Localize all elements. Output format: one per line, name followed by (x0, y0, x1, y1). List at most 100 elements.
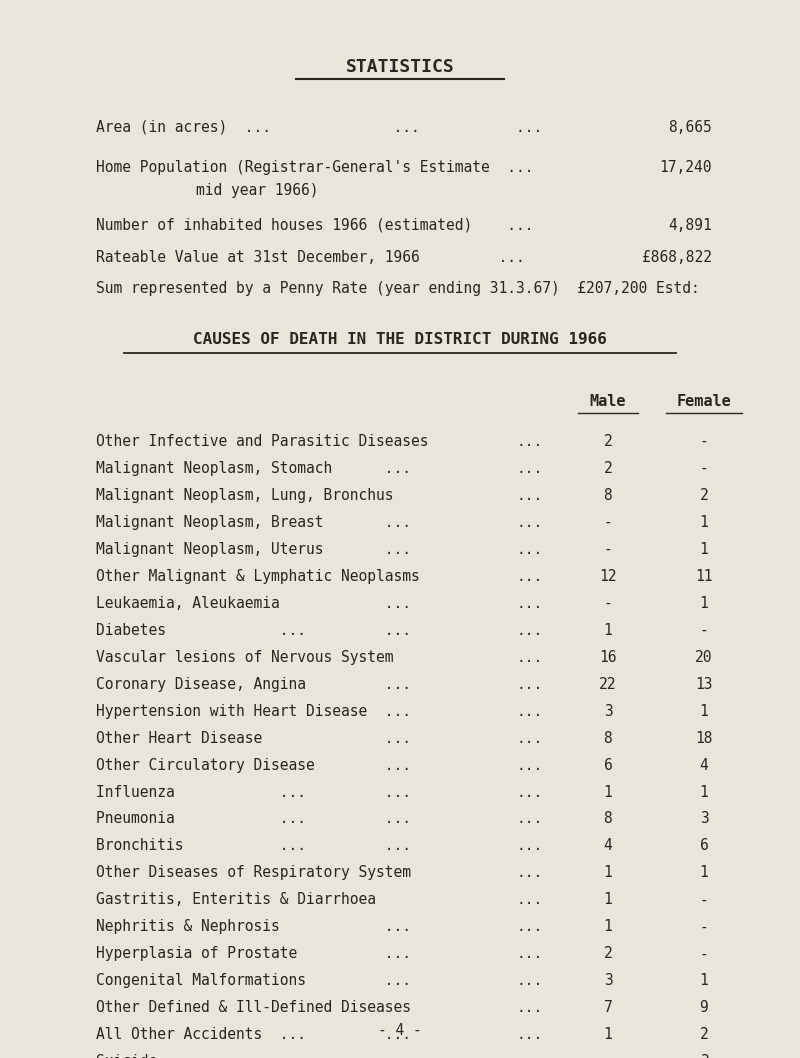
Text: -: - (604, 1055, 612, 1058)
Text: ...: ... (516, 865, 542, 880)
Text: ...: ... (516, 569, 542, 584)
Text: Other Diseases of Respiratory System: Other Diseases of Respiratory System (96, 865, 411, 880)
Text: 1: 1 (700, 515, 708, 530)
Text: ...: ... (516, 1001, 542, 1016)
Text: -: - (604, 596, 612, 610)
Text: Pneumonia            ...         ...: Pneumonia ... ... (96, 811, 411, 826)
Text: -: - (700, 893, 708, 908)
Text: ...: ... (516, 811, 542, 826)
Text: 2: 2 (604, 947, 612, 962)
Text: 18: 18 (695, 731, 713, 746)
Text: 9: 9 (700, 1001, 708, 1016)
Text: Nephritis & Nephrosis            ...: Nephritis & Nephrosis ... (96, 919, 411, 934)
Text: Other Malignant & Lymphatic Neoplasms: Other Malignant & Lymphatic Neoplasms (96, 569, 420, 584)
Text: ...: ... (516, 542, 542, 557)
Text: -: - (700, 919, 708, 934)
Text: Malignant Neoplasm, Stomach      ...: Malignant Neoplasm, Stomach ... (96, 461, 411, 476)
Text: Congenital Malformations         ...: Congenital Malformations ... (96, 973, 411, 988)
Text: Hyperplasia of Prostate          ...: Hyperplasia of Prostate ... (96, 947, 411, 962)
Text: 1: 1 (700, 596, 708, 610)
Text: Sum represented by a Penny Rate (year ending 31.3.67)  £207,200 Estd:: Sum represented by a Penny Rate (year en… (96, 281, 700, 296)
Text: 1: 1 (700, 785, 708, 800)
Text: -: - (700, 623, 708, 638)
Text: 3: 3 (700, 811, 708, 826)
Text: Leukaemia, Aleukaemia            ...: Leukaemia, Aleukaemia ... (96, 596, 411, 610)
Text: 1: 1 (700, 704, 708, 718)
Text: Influenza            ...         ...: Influenza ... ... (96, 785, 411, 800)
Text: 22: 22 (599, 677, 617, 692)
Text: Malignant Neoplasm, Uterus       ...: Malignant Neoplasm, Uterus ... (96, 542, 411, 557)
Text: ...: ... (516, 461, 542, 476)
Text: 1: 1 (604, 623, 612, 638)
Text: 8: 8 (604, 488, 612, 503)
Text: 11: 11 (695, 569, 713, 584)
Text: All Other Accidents  ...         ...: All Other Accidents ... ... (96, 1027, 411, 1042)
Text: -: - (700, 434, 708, 449)
Text: ...: ... (516, 785, 542, 800)
Text: 2: 2 (700, 488, 708, 503)
Text: 2: 2 (604, 434, 612, 449)
Text: 3: 3 (604, 973, 612, 988)
Text: ...: ... (516, 758, 542, 772)
Text: 4,891: 4,891 (668, 218, 712, 233)
Text: 2: 2 (604, 461, 612, 476)
Text: ...: ... (516, 1027, 542, 1042)
Text: 1: 1 (604, 919, 612, 934)
Text: 8,665: 8,665 (668, 120, 712, 134)
Text: 7: 7 (604, 1001, 612, 1016)
Text: Gastritis, Enteritis & Diarrhoea: Gastritis, Enteritis & Diarrhoea (96, 893, 376, 908)
Text: ...: ... (516, 947, 542, 962)
Text: 1: 1 (700, 865, 708, 880)
Text: STATISTICS: STATISTICS (346, 58, 454, 76)
Text: 8: 8 (604, 731, 612, 746)
Text: ...: ... (516, 623, 542, 638)
Text: £868,822: £868,822 (642, 250, 712, 264)
Text: ...: ... (516, 677, 542, 692)
Text: ...: ... (516, 515, 542, 530)
Text: -: - (604, 515, 612, 530)
Text: -: - (604, 542, 612, 557)
Text: 4: 4 (700, 758, 708, 772)
Text: Home Population (Registrar-General's Estimate  ...: Home Population (Registrar-General's Est… (96, 160, 534, 175)
Text: Rateable Value at 31st December, 1966         ...: Rateable Value at 31st December, 1966 ..… (96, 250, 525, 264)
Text: Coronary Disease, Angina         ...: Coronary Disease, Angina ... (96, 677, 411, 692)
Text: Other Heart Disease              ...: Other Heart Disease ... (96, 731, 411, 746)
Text: ...: ... (516, 434, 542, 449)
Text: mid year 1966): mid year 1966) (196, 183, 318, 198)
Text: Female: Female (677, 394, 731, 408)
Text: ...: ... (516, 1055, 542, 1058)
Text: Number of inhabited houses 1966 (estimated)    ...: Number of inhabited houses 1966 (estimat… (96, 218, 534, 233)
Text: CAUSES OF DEATH IN THE DISTRICT DURING 1966: CAUSES OF DEATH IN THE DISTRICT DURING 1… (193, 332, 607, 347)
Text: Other Defined & Ill-Defined Diseases: Other Defined & Ill-Defined Diseases (96, 1001, 411, 1016)
Text: Diabetes             ...         ...: Diabetes ... ... (96, 623, 411, 638)
Text: Vascular lesions of Nervous System: Vascular lesions of Nervous System (96, 650, 394, 664)
Text: ...: ... (516, 596, 542, 610)
Text: ...: ... (516, 839, 542, 854)
Text: ...: ... (516, 731, 542, 746)
Text: Area (in acres)  ...              ...           ...: Area (in acres) ... ... ... (96, 120, 542, 134)
Text: 1: 1 (604, 865, 612, 880)
Text: ...: ... (516, 488, 542, 503)
Text: Other Infective and Parasitic Diseases: Other Infective and Parasitic Diseases (96, 434, 429, 449)
Text: Bronchitis           ...         ...: Bronchitis ... ... (96, 839, 411, 854)
Text: Malignant Neoplasm, Breast       ...: Malignant Neoplasm, Breast ... (96, 515, 411, 530)
Text: 1: 1 (700, 973, 708, 988)
Text: ...: ... (516, 893, 542, 908)
Text: 4: 4 (604, 839, 612, 854)
Text: Other Circulatory Disease        ...: Other Circulatory Disease ... (96, 758, 411, 772)
Text: Hypertension with Heart Disease  ...: Hypertension with Heart Disease ... (96, 704, 411, 718)
Text: ...: ... (516, 704, 542, 718)
Text: 1: 1 (700, 542, 708, 557)
Text: 1: 1 (604, 1027, 612, 1042)
Text: 13: 13 (695, 677, 713, 692)
Text: 6: 6 (700, 839, 708, 854)
Text: 12: 12 (599, 569, 617, 584)
Text: 17,240: 17,240 (659, 160, 712, 175)
Text: Suicide              ...         ...: Suicide ... ... (96, 1055, 411, 1058)
Text: 16: 16 (599, 650, 617, 664)
Text: Male: Male (590, 394, 626, 408)
Text: ...: ... (516, 650, 542, 664)
Text: ...: ... (516, 973, 542, 988)
Text: 3: 3 (700, 1055, 708, 1058)
Text: ...: ... (516, 919, 542, 934)
